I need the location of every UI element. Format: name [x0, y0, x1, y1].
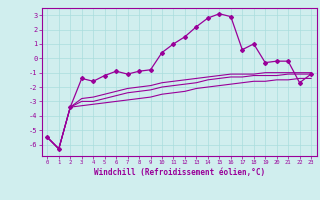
X-axis label: Windchill (Refroidissement éolien,°C): Windchill (Refroidissement éolien,°C) — [94, 168, 265, 177]
